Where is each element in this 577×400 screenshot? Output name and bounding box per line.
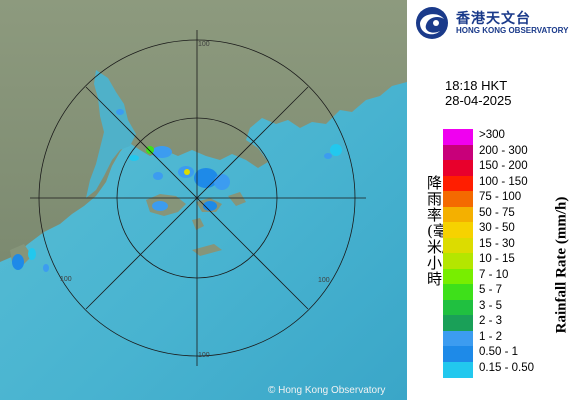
time-label: 18:18 HKT: [445, 78, 508, 93]
hko-logo[interactable]: 香港天文台 HONG KONG OBSERVATORY: [414, 5, 574, 41]
radar-map: 100 100 100 100 © Hong Kong Observatory: [0, 0, 407, 400]
east-islands: [228, 192, 246, 206]
legend-swatch: [443, 144, 473, 161]
legend-title-chinese: 降雨率(毫米/小時): [427, 174, 448, 288]
legend-swatch: [443, 315, 473, 331]
range-label-southwest: 100: [60, 276, 72, 283]
legend-label: 5 - 7: [479, 284, 503, 296]
lamma-island: [192, 218, 204, 230]
legend-swatch: [443, 175, 473, 192]
legend-label: >300: [479, 129, 505, 141]
legend-label: 0.15 - 0.50: [479, 361, 534, 374]
legend-swatch: [443, 253, 473, 269]
legend-label: 75 - 100: [479, 191, 522, 203]
legend-swatch: [443, 222, 473, 238]
legend-label: 15 - 30: [479, 237, 515, 250]
legend-label: 1 - 2: [479, 330, 503, 343]
legend-swatch: [443, 361, 473, 378]
legend-swatch: [443, 206, 473, 223]
south-islands: [192, 244, 222, 256]
legend-label: 30 - 50: [479, 222, 515, 234]
date-label: 28-04-2025: [445, 93, 512, 108]
radar-map-image: 100 100 100 100: [0, 0, 407, 400]
hko-swirl-icon: [416, 7, 448, 39]
legend-swatch: [443, 284, 473, 300]
logo-chinese: 香港天文台: [456, 11, 531, 27]
logo-english: HONG KONG OBSERVATORY: [456, 26, 569, 35]
legend-swatch: [443, 268, 473, 285]
legend-label: 200 - 300: [479, 144, 528, 157]
mainland: [0, 0, 407, 262]
legend-title-english: Rainfall Rate (mm/h): [553, 196, 570, 334]
range-label-south: 100: [198, 352, 210, 359]
legend-swatch: [443, 299, 473, 316]
legend-label: 2 - 3: [479, 315, 503, 327]
legend-panel: 香港天文台 HONG KONG OBSERVATORY 18:18 HKT 28…: [407, 0, 577, 400]
legend-label: 50 - 75: [479, 206, 515, 219]
timestamp: 18:18 HKT 28-04-2025: [445, 78, 512, 108]
legend-swatch: [443, 191, 473, 207]
legend-label: 150 - 200: [479, 160, 528, 172]
legend-swatch: [443, 237, 473, 254]
legend-label: 7 - 10: [479, 268, 509, 281]
estuary: [86, 70, 136, 198]
legend-label: 100 - 150: [479, 175, 528, 188]
legend-swatch: [443, 129, 473, 145]
legend-label: 0.50 - 1: [479, 346, 518, 358]
range-label-north: 100: [198, 41, 210, 48]
legend-label: 3 - 5: [479, 299, 503, 312]
range-label-southeast: 100: [318, 277, 330, 284]
legend-swatch: [443, 160, 473, 176]
legend-label: 10 - 15: [479, 253, 515, 265]
legend-swatch: [443, 330, 473, 347]
copyright: © Hong Kong Observatory: [268, 385, 386, 396]
range-rings: [30, 30, 366, 366]
legend-swatch: [443, 346, 473, 362]
